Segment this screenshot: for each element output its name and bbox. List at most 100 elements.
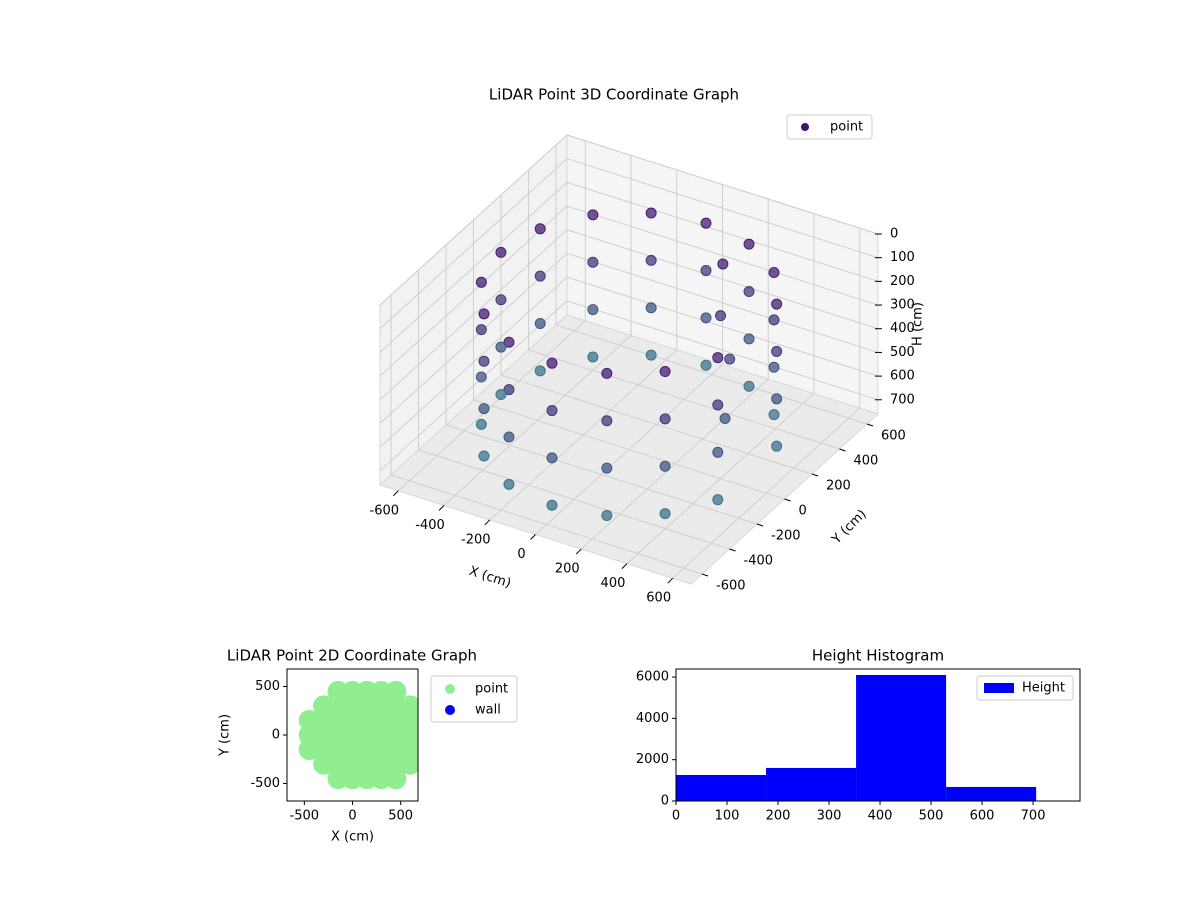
z-tick-label: 700 [890, 392, 915, 407]
point [700, 359, 712, 371]
y-tick [729, 548, 736, 552]
x-tick-label: -600 [370, 503, 400, 518]
point [659, 460, 671, 472]
y-tick [866, 423, 874, 427]
point [356, 709, 378, 731]
bar [946, 786, 1037, 801]
x-tick-label: -200 [461, 532, 491, 547]
point [327, 739, 349, 761]
x-tick [621, 563, 628, 569]
x-tick [667, 577, 674, 584]
point [478, 450, 490, 462]
point [475, 371, 487, 383]
plot-2d: point wall -500 0 500 -500 0 500 X (cm) Y (cm) [218, 668, 518, 845]
point [771, 393, 783, 405]
x-tick [575, 548, 582, 555]
point [534, 270, 546, 282]
y-tick-label: 0 [272, 728, 280, 743]
point [645, 207, 657, 219]
grid-line [379, 134, 568, 306]
x-tick-label: 0 [517, 547, 525, 562]
point [327, 680, 349, 702]
point [475, 276, 487, 288]
x-tick-label: -400 [415, 518, 445, 533]
point [717, 258, 729, 270]
point [356, 739, 378, 761]
points [298, 680, 418, 790]
point [313, 739, 335, 761]
legend-label: wall [475, 703, 501, 718]
point [700, 217, 712, 229]
x-tick-label: 600 [646, 591, 671, 606]
chart-title: Height Histogram [812, 647, 944, 665]
legend-marker [445, 684, 455, 694]
legend-marker [801, 123, 809, 131]
point [370, 709, 392, 731]
grid-line [379, 276, 568, 448]
point [712, 352, 724, 364]
grid-line [379, 205, 568, 377]
point [712, 494, 724, 506]
point [601, 367, 613, 379]
y-tick-label: -500 [250, 776, 280, 791]
y-tick-label: -600 [716, 579, 746, 594]
legend-label: point [830, 120, 863, 135]
point [327, 753, 349, 775]
x-tick [438, 505, 445, 511]
point [327, 768, 349, 790]
grid-line [566, 205, 879, 306]
point [587, 256, 599, 268]
point [385, 739, 407, 761]
point [700, 312, 712, 324]
point [587, 304, 599, 316]
point [495, 294, 507, 306]
y-axis-label: Y (cm) [218, 714, 233, 757]
grid-line [418, 449, 730, 550]
point [385, 709, 407, 731]
point [659, 366, 671, 378]
grid-line [566, 229, 879, 330]
grid-line [379, 229, 568, 401]
legend-marker [445, 705, 455, 715]
point [712, 446, 724, 458]
y-tick [784, 498, 791, 502]
point [659, 413, 671, 425]
grid-line [500, 374, 813, 475]
point [645, 349, 657, 361]
point [546, 357, 558, 369]
point [719, 412, 731, 424]
point [768, 409, 780, 421]
point [587, 351, 599, 363]
x-tick-label: 200 [555, 562, 580, 577]
point [743, 238, 755, 250]
bar [856, 674, 947, 801]
point [645, 254, 657, 266]
point [370, 680, 392, 702]
point [370, 695, 392, 717]
point [495, 341, 507, 353]
point [495, 389, 507, 401]
y-tick [756, 523, 764, 527]
grid-line [379, 158, 568, 330]
point [478, 355, 490, 367]
z-tick-label: 600 [890, 369, 915, 384]
legend-marker [984, 683, 1014, 693]
point [313, 724, 335, 746]
y-tick-label: 2000 [636, 752, 669, 767]
point [601, 415, 613, 427]
axes-frame [675, 668, 1081, 802]
x-tick [392, 490, 399, 497]
point [313, 709, 335, 731]
point [546, 405, 558, 417]
point [298, 724, 320, 746]
y-tick-label: 400 [854, 454, 879, 469]
point [534, 223, 546, 235]
bar [676, 774, 767, 801]
grid-line [566, 158, 879, 259]
point [327, 724, 349, 746]
grid-line [566, 181, 879, 282]
y-tick [839, 448, 846, 452]
legend-box [976, 675, 1074, 701]
grid-line [390, 474, 703, 575]
